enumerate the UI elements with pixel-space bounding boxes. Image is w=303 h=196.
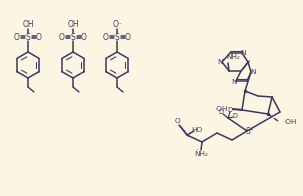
Text: O⁻: O⁻ xyxy=(113,19,123,28)
Text: S: S xyxy=(71,33,75,42)
Text: O: O xyxy=(125,33,131,42)
Text: HO: HO xyxy=(191,127,203,133)
Text: ·OH: ·OH xyxy=(283,119,296,125)
Text: O: O xyxy=(14,33,20,42)
Text: D: D xyxy=(232,113,238,119)
Text: S⁺: S⁺ xyxy=(245,126,255,135)
Text: O: O xyxy=(174,118,180,124)
Text: N: N xyxy=(240,50,246,56)
Text: N: N xyxy=(231,79,237,85)
Text: D: D xyxy=(218,109,224,115)
Text: S: S xyxy=(26,33,30,42)
Text: O: O xyxy=(81,33,87,42)
Text: OH: OH xyxy=(67,19,79,28)
Text: ·OH: ·OH xyxy=(215,106,228,112)
Text: OH: OH xyxy=(22,19,34,28)
Text: O: O xyxy=(36,33,42,42)
Text: O: O xyxy=(103,33,109,42)
Text: ṄH₂: ṄH₂ xyxy=(194,151,208,157)
Text: S: S xyxy=(115,33,119,42)
Text: NH₂: NH₂ xyxy=(226,54,240,60)
Text: N: N xyxy=(217,59,223,65)
Text: N: N xyxy=(250,69,256,75)
Text: D: D xyxy=(228,107,232,113)
Text: O: O xyxy=(59,33,65,42)
